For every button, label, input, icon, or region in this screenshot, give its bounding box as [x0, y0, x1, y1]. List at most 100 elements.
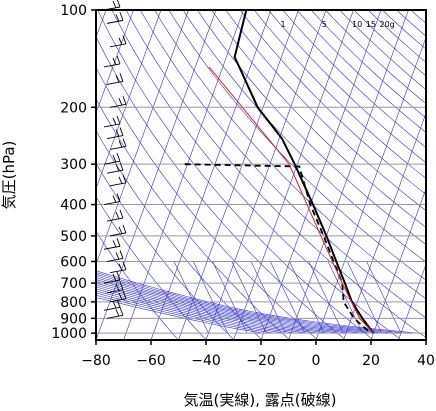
mixing-ratio-line	[212, 261, 248, 334]
moist-adiabat-line	[96, 281, 352, 334]
moist-adiabat-line	[96, 292, 286, 334]
barb-staff	[109, 145, 127, 150]
barb-staff	[106, 169, 124, 174]
wind-barb	[103, 193, 121, 205]
moist-adiabat-line	[96, 297, 264, 334]
wind-barb	[109, 138, 127, 150]
mixing-ratio-line	[231, 261, 267, 334]
barb-staff	[103, 306, 121, 311]
mixing-ratio-line	[193, 261, 229, 334]
barb-flag	[118, 292, 123, 301]
dry-adiabat-line	[97, 10, 374, 340]
barb-flag	[116, 153, 121, 162]
y-tick-label: 500	[60, 229, 87, 245]
mixing-ratio-label: 20g	[380, 20, 395, 29]
barb-flag	[119, 162, 124, 171]
y-tick-label: 200	[60, 100, 87, 116]
x-axis-ticks: −80 −60 −40 −20 0 20 40	[81, 340, 435, 369]
isotherm-line	[315, 36, 426, 340]
moist-adiabat-line	[96, 288, 308, 334]
barb-flag	[118, 37, 123, 45]
dry-adiabat-line	[211, 10, 426, 228]
wind-barb	[103, 271, 121, 284]
plot-frame	[95, 9, 427, 341]
barb-staff	[103, 160, 121, 165]
x-tick-label: −80	[81, 353, 111, 369]
wind-barb	[103, 0, 121, 11]
y-tick-label: 600	[60, 254, 87, 270]
barb-flag	[112, 57, 117, 66]
barb-flag	[116, 55, 121, 65]
barb-flag	[122, 224, 127, 234]
moist-adiabat-line	[96, 294, 275, 334]
parcel-line	[208, 66, 374, 334]
barb-flag	[116, 238, 121, 247]
moist-adiabat-line	[96, 273, 396, 334]
barb-staff	[106, 19, 124, 24]
barb-flag	[122, 96, 127, 105]
barb-flag	[116, 271, 121, 281]
mixing-ratio-line	[270, 261, 306, 334]
barb-flag	[119, 281, 124, 290]
barb-staff	[109, 298, 127, 303]
barb-flag	[115, 283, 120, 291]
wind-barb	[106, 307, 124, 319]
barb-staff	[103, 63, 121, 68]
barb-flag	[118, 226, 123, 235]
dry-adiabat-line	[310, 10, 426, 119]
moist-adiabat-line	[96, 272, 407, 334]
wind-barb	[106, 162, 124, 174]
dry-adiabat-line	[125, 10, 426, 338]
barb-staff	[103, 201, 121, 205]
mixing-ratio-line	[308, 261, 344, 334]
barb-flag	[115, 129, 120, 137]
wind-barb	[103, 55, 121, 68]
isotherm-line	[370, 187, 426, 340]
barb-flag	[112, 155, 117, 163]
barb-flag	[115, 164, 120, 172]
guide-lines	[96, 10, 426, 340]
barb-staff	[109, 182, 127, 187]
barb-flag	[119, 250, 124, 259]
y-tick-label: 400	[60, 198, 87, 214]
barb-flag	[119, 209, 124, 219]
wind-barb	[103, 238, 121, 250]
moist-adiabat-line	[96, 284, 330, 334]
mixing-ratio-labels: 1 5 10 15 20g	[281, 20, 395, 29]
mixing-ratio-line	[250, 261, 286, 334]
barb-flag	[115, 309, 120, 317]
barb-flag	[122, 35, 127, 44]
x-tick-label: −20	[246, 353, 276, 369]
dry-adiabat-line	[96, 196, 207, 340]
dry-adiabat-line	[96, 98, 291, 340]
temperature-line	[233, 10, 375, 334]
barb-flag	[119, 127, 124, 136]
barb-staff	[106, 217, 124, 222]
moist-adiabat-line	[96, 282, 341, 334]
mixing-ratio-line	[366, 261, 402, 334]
barb-flag	[122, 174, 127, 183]
wind-barb	[106, 73, 124, 85]
barb-flag	[115, 75, 120, 83]
wind-barb	[103, 153, 121, 165]
y-tick-label: 700	[60, 276, 87, 292]
mixing-ratio-label: 10	[352, 20, 362, 29]
mixing-ratio-line	[173, 261, 209, 334]
barb-staff	[106, 314, 124, 319]
wind-barb	[106, 12, 124, 24]
barb-flag	[112, 273, 117, 282]
barb-flag	[116, 193, 121, 202]
dry-adiabat-line	[282, 10, 426, 148]
mixing-ratio-label: 15	[366, 20, 376, 29]
dry-adiabat-line	[111, 10, 402, 340]
mixing-ratio-label: 1	[281, 20, 286, 29]
y-tick-label: 800	[60, 295, 87, 311]
mixing-ratio-label: 5	[322, 20, 327, 29]
isotherm-line	[96, 10, 162, 190]
x-tick-label: −60	[136, 353, 166, 369]
barb-flag	[122, 138, 127, 147]
dry-adiabat-line	[96, 230, 179, 340]
mixing-ratio-line	[347, 261, 383, 334]
barb-staff	[109, 43, 127, 48]
